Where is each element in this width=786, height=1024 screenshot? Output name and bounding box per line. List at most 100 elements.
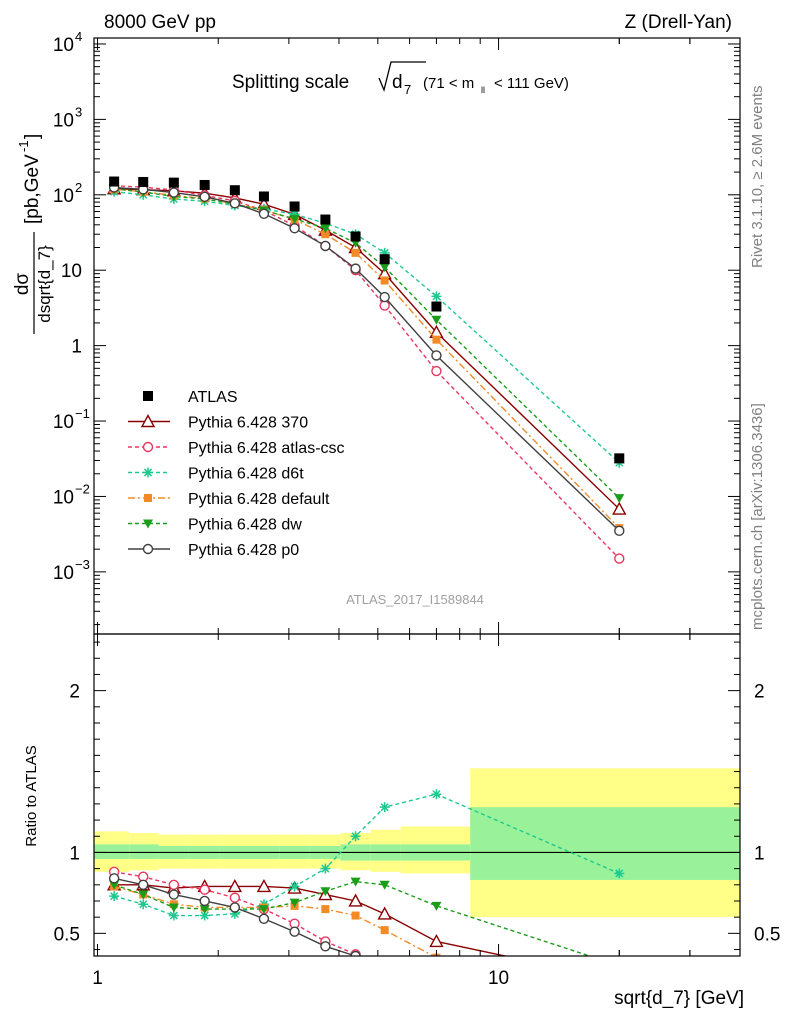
x-tick-label: 10: [488, 968, 509, 989]
marker-circle: [320, 240, 331, 252]
marker-star: [320, 863, 331, 874]
y-label-exponent: -1: [16, 140, 31, 152]
marker-circle: [229, 198, 241, 209]
marker-square: [351, 911, 360, 920]
marker-triangle: [348, 893, 363, 907]
marker-triangle-down: [143, 519, 153, 529]
mcplots-reference-label: mcplots.cern.ch [arXiv:1306.3436]: [749, 403, 766, 630]
marker-data-square: [109, 176, 120, 187]
y-tick-label: 10: [53, 563, 74, 584]
marker-star: [350, 831, 361, 842]
marker-circle: [614, 525, 625, 537]
x-axis-label: sqrt{d_7} [GeV]: [614, 988, 744, 1009]
ratio-panel-curves: [106, 789, 625, 956]
rivet-version-label: Rivet 3.1.10, ≥ 2.6M events: [749, 86, 766, 269]
x-tick-label: 1: [92, 968, 103, 989]
legend-label-data: ATLAS: [188, 389, 238, 406]
y-tick-label: 10: [53, 110, 74, 131]
marker-star: [431, 789, 442, 800]
marker-square: [380, 276, 389, 285]
marker-circle: [258, 208, 270, 219]
ratio-tick-label-right: 0.5: [754, 924, 780, 945]
ratio-band-stat: [129, 844, 159, 859]
y-tick-exponent: 4: [75, 29, 82, 44]
marker-triangle-down: [258, 905, 269, 915]
legend-label: Pythia 6.428 dw: [188, 517, 302, 534]
ratio-band-stat: [470, 807, 740, 880]
title-main: Splitting scale: [232, 72, 349, 93]
marker-data-square: [350, 231, 361, 242]
marker-square: [380, 926, 389, 935]
y-label-unit: [pb,GeV: [22, 154, 43, 224]
marker-star: [168, 910, 179, 921]
marker-star: [431, 291, 442, 302]
title-sqrt-arg: d: [392, 72, 403, 93]
plot-title: Splitting scale d 7 (71 < m ll < 111 GeV…: [232, 61, 569, 97]
series-1-line: [114, 185, 620, 560]
y-tick-label: 10: [53, 35, 74, 56]
marker-circle: [199, 191, 210, 203]
ratio-tick-label-left: 0.5: [54, 924, 80, 945]
marker-star: [199, 910, 210, 921]
marker-triangle-down: [289, 898, 300, 908]
ratio-tick-label-left: 2: [69, 682, 80, 703]
ratio-tick-label-right: 1: [754, 843, 765, 864]
marker-triangle-down: [320, 224, 331, 234]
legend-label: Pythia 6.428 370: [188, 415, 308, 432]
analysis-label: ATLAS_2017_I1589844: [346, 592, 484, 607]
marker-circle: [379, 291, 390, 303]
series-5-ratio-line: [113, 877, 358, 956]
marker-circle: [350, 950, 361, 956]
y-tick-label: 10: [53, 186, 74, 207]
marker-circle: [142, 441, 154, 453]
marker-data-square: [168, 177, 179, 188]
marker-data-square: [614, 453, 625, 464]
marker-circle: [138, 879, 149, 891]
y-label-close: ]: [22, 134, 43, 139]
y-tick-label: 10: [61, 261, 82, 282]
marker-data-square: [289, 201, 300, 212]
y-tick-label: 10: [53, 487, 74, 508]
y-tick-exponent: 3: [75, 104, 82, 119]
marker-data-square: [320, 214, 331, 225]
marker-star: [614, 868, 625, 879]
y-tick-label: 10: [53, 412, 74, 433]
marker-circle: [108, 873, 120, 884]
series-4-ratio-line: [113, 880, 592, 956]
marker-triangle: [377, 906, 392, 920]
main-panel-curves: [106, 176, 627, 564]
marker-circle: [229, 902, 241, 913]
marker-circle: [431, 365, 442, 377]
y-label-denominator: dsqrt{d_7}: [35, 245, 54, 323]
legend-label: Pythia 6.428 d6t: [188, 466, 304, 483]
marker-star: [379, 802, 390, 813]
marker-triangle: [612, 501, 627, 515]
marker-circle: [168, 879, 180, 891]
marker-star: [109, 891, 120, 902]
marker-square: [432, 335, 441, 344]
header-right: Z (Drell-Yan): [625, 12, 732, 33]
axis-ticks: [94, 38, 741, 956]
series-2-ratio-line: [113, 793, 620, 917]
marker-star: [138, 899, 149, 910]
marker-circle: [199, 895, 210, 907]
marker-data-square: [431, 301, 442, 312]
marker-square: [144, 494, 152, 502]
marker-circle: [229, 892, 241, 903]
title-sqrt-sub: 7: [404, 82, 411, 97]
y-tick-label: 1: [71, 337, 82, 358]
series-0-ratio-line: [114, 884, 509, 956]
title-range-end: < 111 GeV): [494, 75, 569, 92]
marker-triangle-down: [109, 880, 120, 890]
series-3-ratio-line: [113, 885, 435, 956]
title-range-start: (71 < m: [423, 75, 474, 92]
marker-star: [143, 467, 153, 478]
marker-data-square: [229, 185, 240, 196]
marker-data-square: [379, 254, 390, 265]
marker-circle: [289, 223, 300, 234]
marker-star: [379, 247, 390, 258]
y-tick-exponent: 2: [75, 180, 82, 195]
marker-square: [321, 905, 330, 914]
